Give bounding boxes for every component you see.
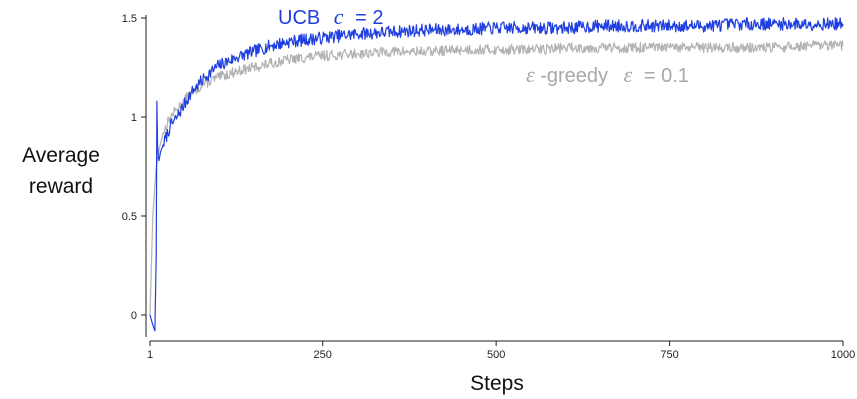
x-tick-label: 500 bbox=[487, 349, 505, 361]
x-tick-label: 750 bbox=[660, 349, 678, 361]
axes bbox=[145, 15, 843, 342]
legend-ucb-prefix: UCB bbox=[278, 7, 320, 29]
y-tick-label: 0 bbox=[131, 310, 137, 322]
y-axis-label-line-1: Average bbox=[22, 144, 100, 167]
y-axis-label-line-2: reward bbox=[29, 175, 93, 198]
legend-egreedy-symbol-1: ε bbox=[526, 62, 535, 87]
x-tick-label: 1 bbox=[147, 349, 153, 361]
legend-egreedy-symbol-2: ε bbox=[624, 62, 633, 87]
legend-egreedy-suffix: = 0.1 bbox=[644, 65, 689, 87]
line-egreedy bbox=[149, 40, 844, 316]
y-tick-label: 1 bbox=[131, 112, 137, 124]
series-lines bbox=[149, 17, 844, 332]
y-ticks: 0 0.5 1 1.5 bbox=[122, 13, 146, 322]
x-ticks: 1 250 500 750 1000 bbox=[147, 341, 855, 361]
legend-ucb: UCB c = 2 bbox=[278, 4, 383, 29]
x-tick-label: 1000 bbox=[831, 349, 855, 361]
legend-ucb-symbol: c bbox=[334, 4, 344, 29]
y-tick-label: 0.5 bbox=[122, 211, 137, 223]
line-ucb bbox=[149, 17, 844, 332]
x-axis-label: Steps bbox=[470, 372, 524, 395]
x-tick-label: 250 bbox=[314, 349, 332, 361]
y-tick-label: 1.5 bbox=[122, 13, 137, 25]
legend-egreedy-middle: -greedy bbox=[540, 65, 608, 87]
legend-ucb-suffix: = 2 bbox=[355, 7, 383, 29]
legend-egreedy: ε -greedy ε = 0.1 bbox=[526, 62, 689, 87]
